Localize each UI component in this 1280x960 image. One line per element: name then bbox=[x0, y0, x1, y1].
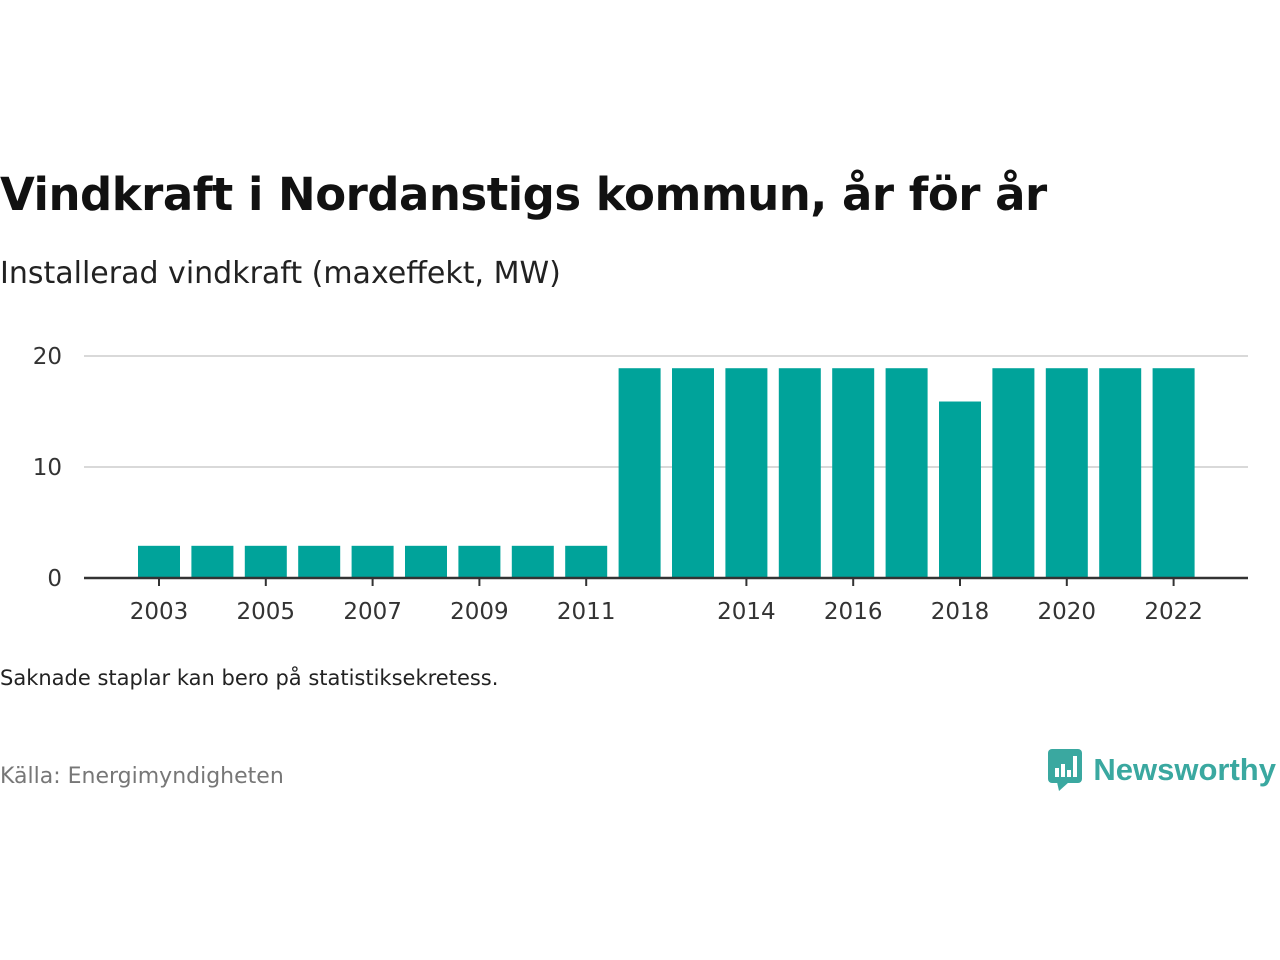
x-tick-label: 2011 bbox=[557, 599, 616, 625]
footnote: Saknade staplar kan bero på statistiksek… bbox=[0, 666, 499, 690]
y-tick-label: 0 bbox=[47, 566, 62, 592]
bar-2007 bbox=[351, 545, 394, 578]
axes: 0 10 20 2003 2005 2007 2009 2011 2014 2016 2018 202… bbox=[33, 344, 1248, 625]
bar-2017 bbox=[885, 368, 928, 578]
bar-2016 bbox=[832, 368, 875, 578]
chart-title: Vindkraft i Nordanstigs kommun, år för å… bbox=[0, 168, 1047, 221]
y-tick-label: 10 bbox=[33, 455, 62, 481]
bar-2009 bbox=[458, 545, 501, 578]
x-tick-label: 2022 bbox=[1144, 599, 1203, 625]
x-tick-label: 2018 bbox=[931, 599, 990, 625]
bar-2022 bbox=[1152, 368, 1195, 578]
bar-2004 bbox=[191, 545, 234, 578]
bar-2020 bbox=[1045, 368, 1088, 578]
bar-2006 bbox=[298, 545, 341, 578]
bar-2018 bbox=[939, 401, 981, 578]
x-tick-label: 2007 bbox=[343, 599, 402, 625]
bar-2008 bbox=[405, 545, 447, 578]
bar-2015 bbox=[778, 368, 821, 578]
bar-2011 bbox=[565, 545, 608, 578]
chart-subtitle: Installerad vindkraft (maxeffekt, MW) bbox=[0, 256, 561, 291]
bar-2005 bbox=[244, 545, 287, 578]
bar-2019 bbox=[992, 368, 1035, 578]
bar-2003 bbox=[138, 545, 180, 578]
x-tick-label: 2003 bbox=[130, 599, 189, 625]
bar-chart: 0 10 20 2003 2005 2007 2009 2011 2014 2016 2018 202… bbox=[33, 344, 1248, 625]
bar-2014 bbox=[725, 368, 768, 578]
newsworthy-logo-icon bbox=[1048, 749, 1083, 791]
bars bbox=[138, 368, 1195, 578]
newsworthy-logo[interactable]: Newsworthy bbox=[1047, 748, 1276, 792]
x-tick-label: 2009 bbox=[450, 599, 509, 625]
source-label: Källa: Energimyndigheten bbox=[0, 764, 284, 789]
bar-2013 bbox=[672, 368, 714, 578]
bar-2012 bbox=[618, 368, 661, 578]
newsworthy-logo-text: Newsworthy bbox=[1093, 752, 1276, 787]
x-tick-label: 2014 bbox=[717, 599, 776, 625]
x-tick-label: 2005 bbox=[237, 599, 296, 625]
bar-2021 bbox=[1099, 368, 1142, 578]
x-tick-label: 2016 bbox=[824, 599, 883, 625]
bar-2010 bbox=[511, 545, 554, 578]
x-tick-label: 2020 bbox=[1038, 599, 1097, 625]
y-tick-label: 20 bbox=[33, 344, 62, 370]
